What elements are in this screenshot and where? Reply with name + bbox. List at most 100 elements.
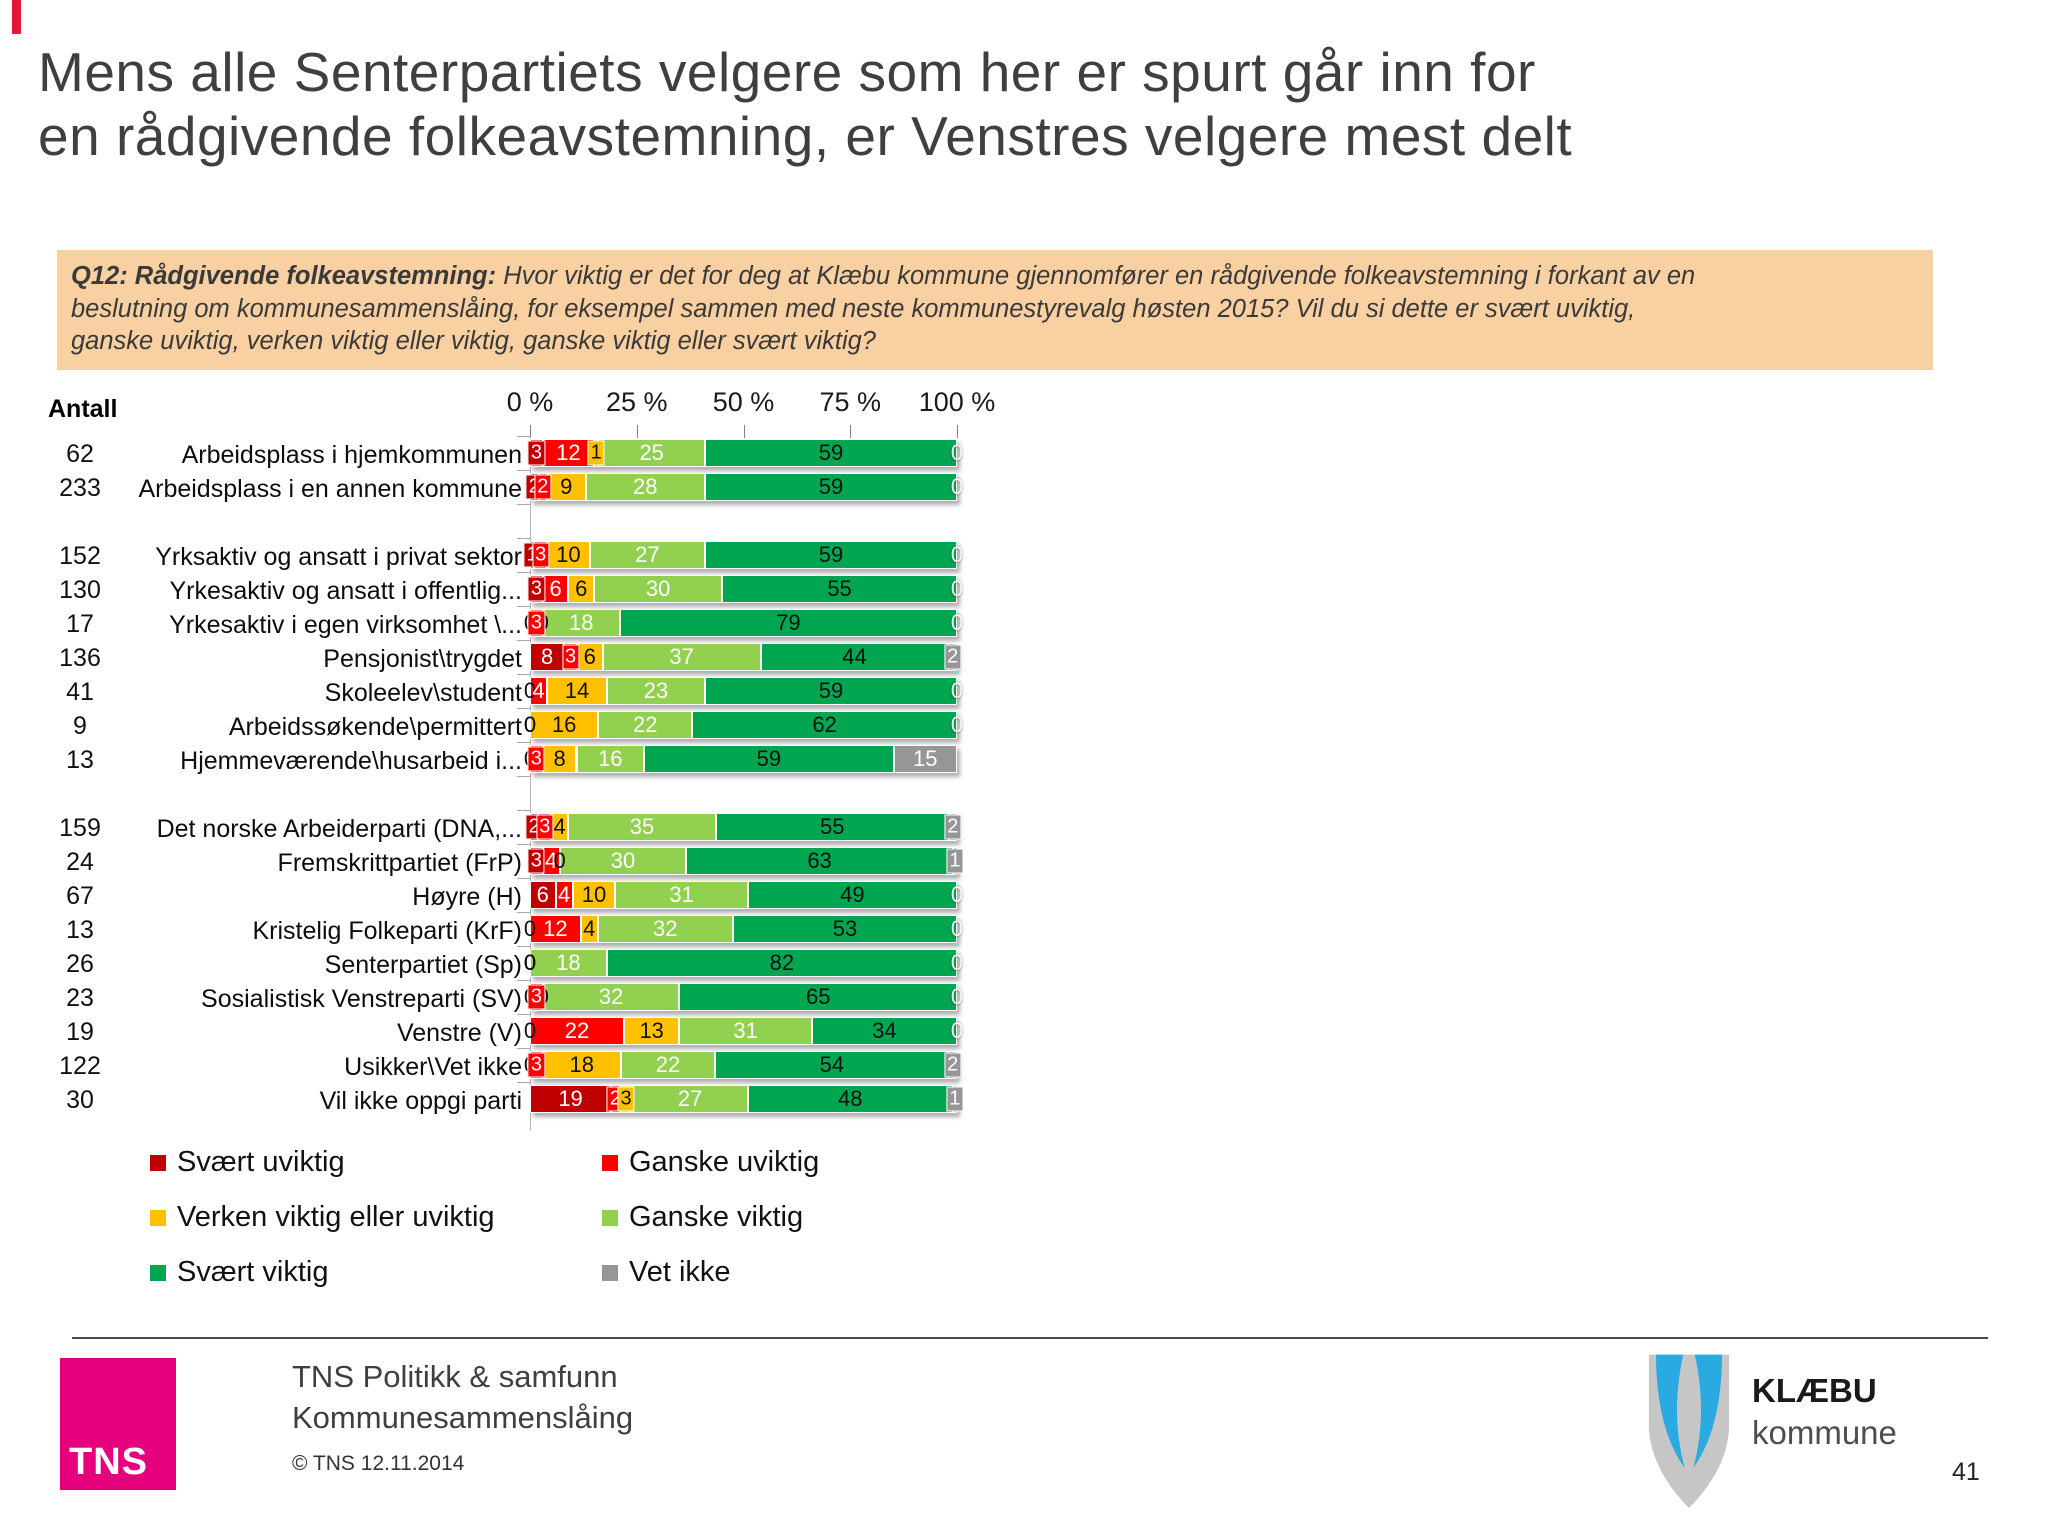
- bar-segment: [530, 677, 548, 705]
- chart-row: 62 Arbeidsplass i hjemkommunen 3 12 1 25 59 0: [0, 436, 2048, 471]
- value-label: 2: [944, 644, 962, 670]
- value-label: 30: [645, 576, 671, 601]
- value-label: 10: [556, 542, 581, 567]
- value-label: 0: [523, 916, 537, 941]
- antall-value: 24: [66, 848, 94, 876]
- stacked-bar: 3 4 0 30 63 1: [527, 847, 964, 875]
- slide-title-line2: en rådgivende folkeavstemning, er Venstr…: [38, 105, 1573, 168]
- bar-segment: [530, 1085, 612, 1113]
- bar-segment: [705, 473, 957, 501]
- value-label: 0: [950, 950, 964, 975]
- bar-segment: [747, 881, 957, 909]
- legend-swatch-icon: [602, 1154, 618, 1171]
- value-label: 22: [564, 1018, 590, 1043]
- bar-segment: [722, 575, 957, 603]
- slide-title-line1: Mens alle Senterpartiets velgere som her…: [38, 41, 1536, 103]
- legend-label: Verken viktig eller uviktig: [177, 1201, 495, 1233]
- legend-swatch-icon: [150, 1209, 166, 1226]
- value-label: 25: [639, 440, 664, 465]
- value-label: 65: [805, 984, 831, 1009]
- antall-column-header: Antall: [48, 395, 118, 423]
- bar-segment: [530, 915, 581, 943]
- bar-segment: [547, 473, 586, 501]
- bar-segment: [530, 881, 556, 909]
- value-label: 0: [950, 712, 964, 737]
- category-label: Hjemmeværende\husarbeid i...: [180, 747, 522, 775]
- bar-segment: [619, 609, 957, 637]
- antall-value: 30: [66, 1086, 94, 1114]
- question-label: Q12: Rådgivende folkeavstemning:: [71, 262, 497, 290]
- value-label: 2: [944, 1052, 962, 1078]
- value-label: 12: [543, 916, 568, 941]
- chart-group-gap: [0, 504, 2048, 539]
- value-label: 0: [523, 950, 537, 975]
- value-label: 31: [733, 1018, 758, 1043]
- value-label: 0: [950, 440, 964, 465]
- bar-segment: [602, 643, 761, 671]
- stacked-bar: 8 3 6 37 44 2: [530, 643, 962, 671]
- antall-value: 9: [73, 712, 87, 740]
- category-label: Arbeidsplass i hjemkommunen: [181, 441, 522, 469]
- stacked-bar: 2 3 4 35 55 2: [525, 813, 962, 841]
- stacked-bar: 0 0 0 18 82 0: [524, 949, 963, 977]
- bar-segment: [530, 949, 607, 977]
- bar-segment: [692, 711, 957, 739]
- antall-value: 136: [59, 644, 101, 672]
- antall-value: 122: [59, 1052, 101, 1080]
- bar-segment: [705, 439, 957, 467]
- value-label: 22: [633, 712, 658, 737]
- value-label: 0: [950, 542, 964, 567]
- chart-row: 130 Yrkesaktiv og ansatt i offentlig... 3 6…: [0, 572, 2048, 607]
- value-label: 3: [527, 610, 545, 636]
- stacked-bar: 22928590: [525, 473, 963, 501]
- bar-segment: [760, 643, 949, 671]
- value-label: 12: [556, 440, 581, 465]
- value-label: 0: [950, 474, 964, 499]
- x-axis-tick-label: 25 %: [605, 387, 668, 417]
- value-label: 19: [558, 1086, 583, 1111]
- x-axis-tick-mark: [850, 425, 852, 438]
- value-label: 16: [551, 712, 577, 737]
- bar-segment: [893, 745, 957, 773]
- legend-item: Vet ikke: [602, 1256, 819, 1289]
- bar-segment: [716, 813, 949, 841]
- y-axis-line: [530, 437, 531, 1131]
- value-label: 59: [818, 474, 844, 499]
- chart-row: 136 Pensjonist\trygdet 8 3 6 37 44 2: [0, 640, 2048, 675]
- value-label: 18: [569, 1052, 594, 1077]
- bar-segment: [705, 677, 957, 705]
- category-label: Sosialistisk Venstreparti (SV): [201, 985, 522, 1013]
- tns-logo: TNS: [60, 1358, 176, 1490]
- bar-segment: [589, 541, 706, 569]
- bar-segment: [542, 439, 595, 467]
- value-label: 9: [560, 474, 573, 499]
- x-axis-tick-mark: [636, 425, 638, 438]
- bar-segment: [732, 915, 957, 943]
- bar-segment: [585, 473, 706, 501]
- stacked-bar: 03018790: [524, 609, 963, 637]
- bar-segment: [547, 541, 590, 569]
- value-label: 0: [523, 1018, 537, 1043]
- bar-segment: [679, 983, 957, 1011]
- value-label: 32: [598, 984, 624, 1009]
- klaebu-org-name: KLÆBU: [1752, 1372, 1877, 1409]
- value-label: 16: [598, 746, 623, 771]
- bar-segment: [679, 1017, 812, 1045]
- value-label: 27: [635, 542, 660, 567]
- value-label: 23: [643, 678, 669, 703]
- value-label: 59: [818, 678, 844, 703]
- x-axis: 0 % 25 % 50 % 75 % 100 %: [507, 385, 995, 438]
- stacked-bar: 3 12 1 25 59 0: [527, 439, 963, 467]
- stacked-bar: 0 12 4 32 53 0: [524, 915, 963, 943]
- stacked-bar: 031822542: [524, 1051, 962, 1079]
- legend-label: Ganske uviktig: [629, 1146, 820, 1178]
- value-label: 35: [629, 814, 655, 839]
- legend-item: Ganske uviktig: [602, 1146, 819, 1179]
- stacked-bar-chart: Antall 0 % 25 % 50 % 75 % 100 % 62 Arbeidspla…: [0, 385, 2048, 1145]
- bar-segment: [811, 1017, 957, 1045]
- stacked-bar: 19 2 3 27 48 1: [530, 1085, 964, 1113]
